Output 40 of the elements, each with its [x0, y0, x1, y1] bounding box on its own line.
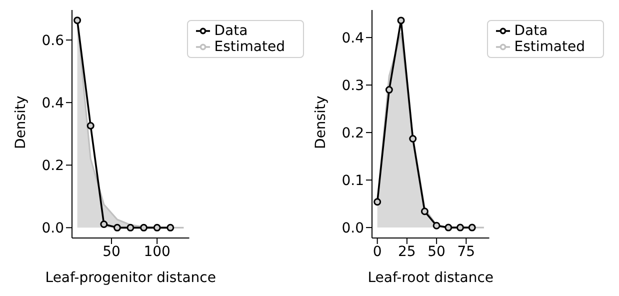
- point: [153, 224, 161, 232]
- point: [468, 224, 476, 232]
- point: [432, 222, 440, 230]
- x-tick-label: 25: [398, 244, 416, 260]
- point: [113, 224, 121, 232]
- x-tick-label: 0: [372, 244, 382, 260]
- y-tick-label: 0.3: [342, 78, 364, 94]
- y-tick-label: 0.4: [42, 96, 64, 112]
- point: [86, 122, 94, 130]
- y-axis-title: Density: [312, 96, 329, 149]
- y-tick-label: 0.0: [42, 220, 64, 237]
- legend-label: Data: [214, 23, 248, 39]
- y-axis-title: Density: [12, 96, 29, 149]
- y-tick-label: 0.2: [342, 126, 364, 142]
- x-tick-label: 75: [457, 244, 476, 260]
- point: [409, 134, 417, 142]
- legend-label: Data: [514, 23, 548, 39]
- y-tick-label: 0.6: [42, 32, 64, 49]
- x-tick-label: 50: [428, 244, 446, 260]
- point: [140, 224, 148, 232]
- x-axis-title: Leaf-root distance: [368, 270, 494, 286]
- point: [374, 198, 382, 206]
- legend-label: Estimated: [514, 39, 585, 55]
- point: [126, 224, 134, 232]
- point: [420, 208, 428, 216]
- x-tick-label: 100: [144, 244, 170, 260]
- point: [100, 220, 108, 228]
- point: [385, 86, 393, 94]
- point: [397, 16, 405, 24]
- x-tick-label: 50: [102, 244, 120, 260]
- point: [166, 224, 174, 232]
- y-tick-label: 0.4: [342, 30, 364, 47]
- y-tick-label: 0.2: [42, 158, 64, 174]
- y-tick-label: 0.0: [342, 220, 364, 237]
- y-tick-label: 0.1: [342, 173, 364, 190]
- legend-label: Estimated: [214, 39, 285, 55]
- point: [456, 224, 464, 232]
- point: [444, 224, 452, 232]
- point: [74, 16, 82, 24]
- x-axis-title: Leaf-progenitor distance: [45, 270, 216, 286]
